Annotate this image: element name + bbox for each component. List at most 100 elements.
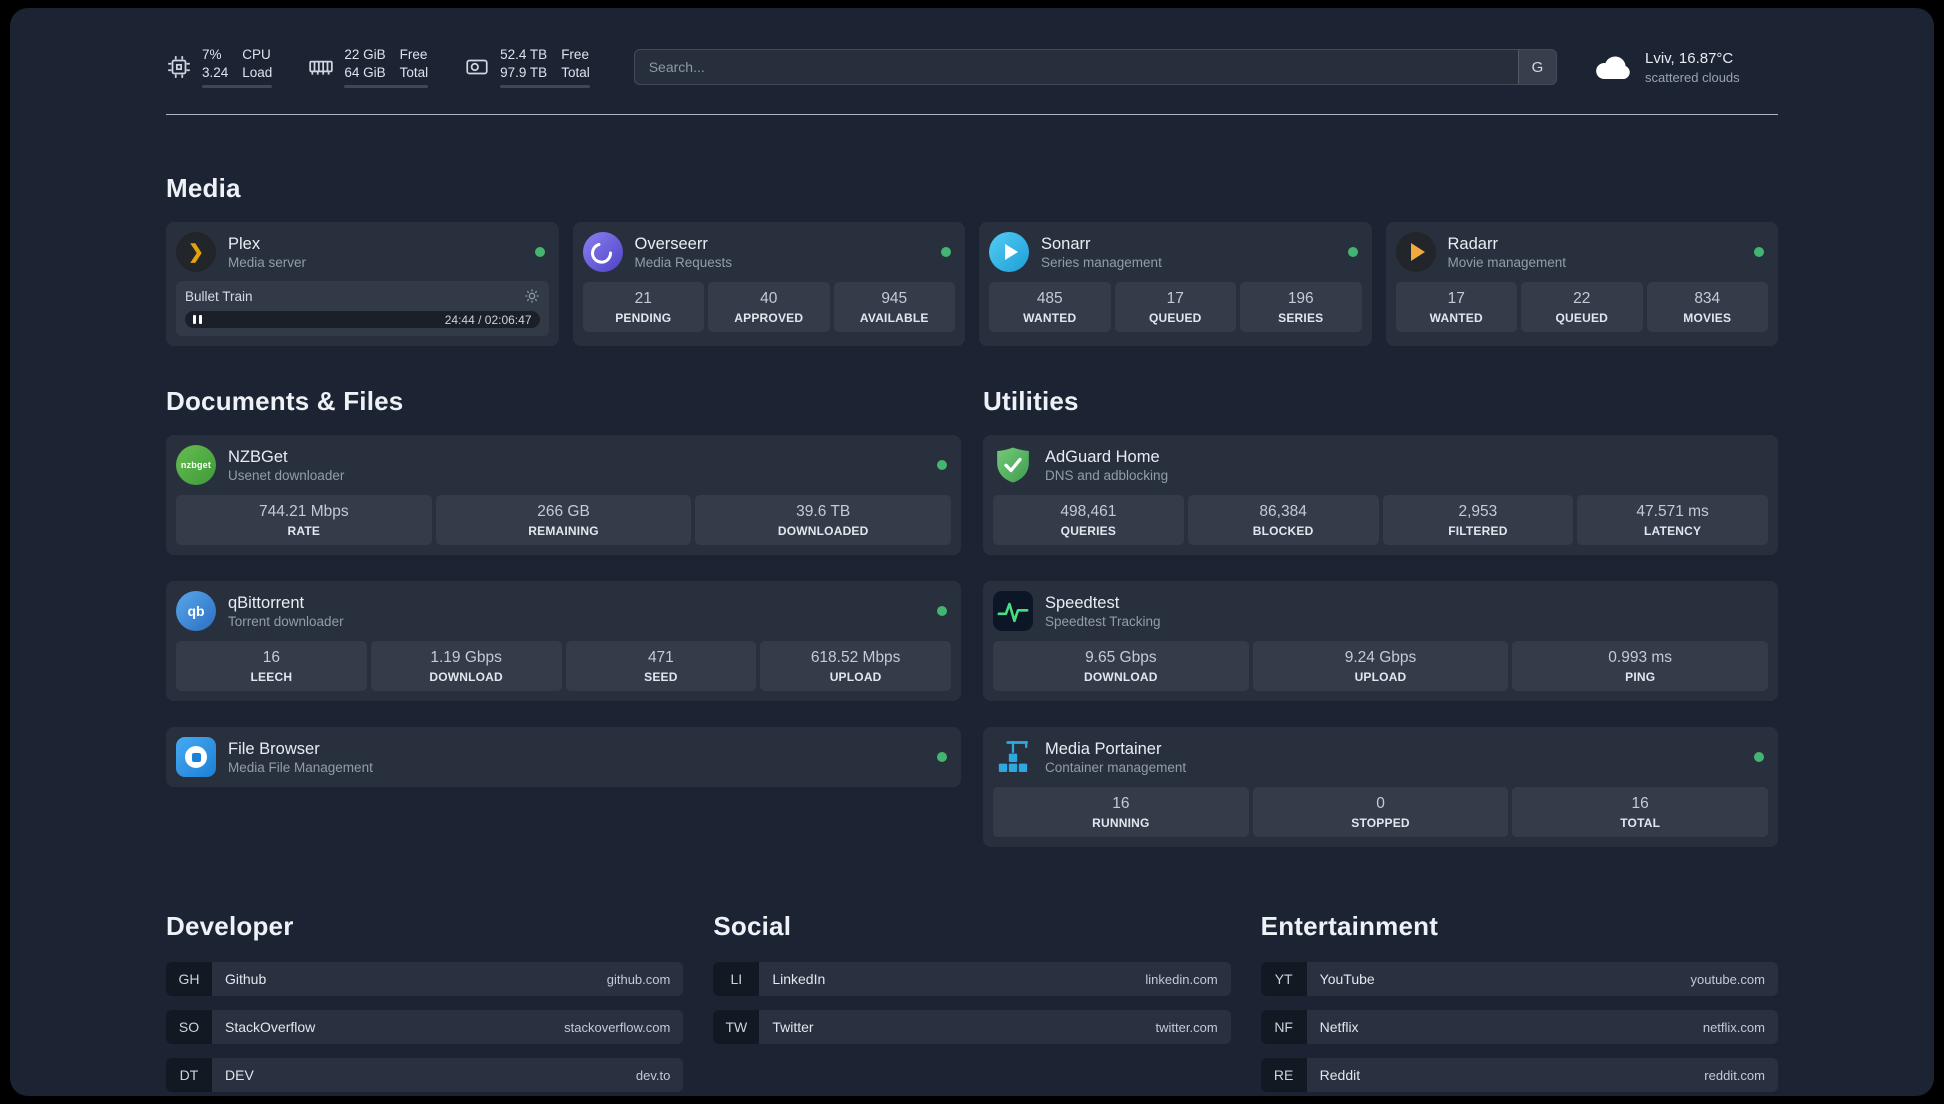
memory-icon (308, 54, 334, 80)
section-title-documents: Documents & Files (166, 386, 404, 417)
cpu-icon (166, 54, 192, 80)
bookmarks-social: Social LI LinkedIn linkedin.com TW Twitt… (713, 911, 1231, 1096)
stat-tile: 618.52 Mbps UPLOAD (760, 641, 951, 692)
bookmark-github[interactable]: GH Github github.com (166, 962, 684, 997)
service-name: Radarr (1447, 235, 1498, 254)
stat-tile: 9.24 Gbps UPLOAD (1252, 641, 1509, 692)
dashboard: 7% 3.24 CPU Load (10, 8, 1934, 1096)
section-title-utilities: Utilities (983, 386, 1079, 417)
plex-icon: ❯ (176, 232, 216, 273)
header-divider (166, 114, 1778, 116)
section-title-developer: Developer (166, 911, 294, 942)
service-desc: Media server (228, 254, 307, 270)
bookmark-twitter[interactable]: TW Twitter twitter.com (713, 1010, 1231, 1045)
service-name: Speedtest (1045, 594, 1120, 613)
cloud-icon (1593, 53, 1633, 81)
playback-progress-bar[interactable]: 24:44 / 02:06:47 (185, 311, 540, 329)
bookmark-dev[interactable]: DT DEV dev.to (166, 1058, 684, 1093)
stat-tile: 834 MOVIES (1646, 282, 1768, 333)
utilities-column: Utilities (983, 386, 1778, 848)
adguard-icon (993, 445, 1033, 485)
speedtest-card[interactable]: Speedtest Speedtest Tracking 9.65 Gbps D… (983, 581, 1778, 702)
sonarr-icon (989, 232, 1029, 273)
weather-location: Lviv, 16.87°C (1645, 50, 1734, 68)
stat-tile: 0.993 ms PING (1512, 641, 1769, 692)
stat-tile: 485 WANTED (989, 282, 1111, 333)
bookmark-stackoverflow[interactable]: SO StackOverflow stackoverflow.com (166, 1010, 684, 1045)
stat-tile: 16 LEECH (176, 641, 367, 692)
nzbget-icon: nzbget (176, 445, 216, 486)
section-title-entertainment: Entertainment (1260, 911, 1439, 942)
qbittorrent-icon: qb (176, 591, 216, 632)
stat-tile: 9.65 Gbps DOWNLOAD (993, 641, 1249, 692)
stat-tile: 22 QUEUED (1521, 282, 1643, 333)
service-desc: Usenet downloader (228, 467, 345, 483)
bookmarks-entertainment: Entertainment YT YouTube youtube.com NF … (1260, 911, 1778, 1096)
stat-tile: 86,384 BLOCKED (1187, 495, 1379, 546)
overseerr-card[interactable]: Overseerr Media Requests 21 PENDING 40 A… (572, 222, 965, 347)
service-desc: Speedtest Tracking (1045, 613, 1161, 629)
disk-icon (464, 54, 490, 80)
memory-progress-bar (344, 85, 429, 89)
stat-tile: 40 APPROVED (708, 282, 830, 333)
status-dot (534, 247, 545, 258)
portainer-icon (993, 737, 1033, 777)
bookmark-reddit[interactable]: RE Reddit reddit.com (1260, 1058, 1778, 1093)
stat-tile: 744.21 Mbps RATE (176, 495, 432, 546)
search-input[interactable] (634, 50, 1518, 85)
service-name: AdGuard Home (1045, 448, 1160, 467)
memory-free-label: Free (399, 47, 428, 62)
now-playing-title: Bullet Train (185, 288, 253, 304)
disk-free-label: Free (561, 47, 589, 62)
search-bar: G (633, 49, 1557, 86)
service-desc: Series management (1041, 254, 1162, 270)
bookmark-linkedin[interactable]: LI LinkedIn linkedin.com (713, 962, 1231, 997)
weather-condition: scattered clouds (1645, 69, 1740, 85)
stat-tile: 17 QUEUED (1114, 282, 1236, 333)
adguard-card[interactable]: AdGuard Home DNS and adblocking 498,461 … (983, 435, 1778, 556)
filebrowser-icon (176, 737, 216, 778)
status-dot (937, 752, 947, 763)
sonarr-card[interactable]: Sonarr Series management 485 WANTED 17 Q… (979, 222, 1372, 347)
memory-total-value: 64 GiB (344, 64, 386, 80)
stat-tile: 16 RUNNING (993, 787, 1249, 838)
cpu-widget: 7% 3.24 CPU Load (166, 46, 273, 89)
stat-tile: 39.6 TB DOWNLOADED (695, 495, 952, 546)
status-dot (941, 247, 951, 258)
stat-tile: 266 GB REMAINING (435, 495, 692, 546)
status-dot (1754, 752, 1764, 763)
qbittorrent-card[interactable]: qb qBittorrent Torrent downloader 16 LEE… (166, 581, 961, 702)
service-name: File Browser (228, 740, 320, 759)
service-name: Media Portainer (1045, 740, 1162, 759)
cpu-load-value: 3.24 (202, 64, 229, 80)
gear-icon[interactable] (524, 288, 540, 304)
section-title-media: Media (166, 173, 241, 204)
stat-tile: 21 PENDING (582, 282, 704, 333)
stat-tile: 945 AVAILABLE (833, 282, 955, 333)
radarr-card[interactable]: Radarr Movie management 17 WANTED 22 QUE… (1385, 222, 1778, 347)
bookmark-youtube[interactable]: YT YouTube youtube.com (1260, 962, 1778, 997)
nzbget-card[interactable]: nzbget NZBGet Usenet downloader 744.21 M… (166, 435, 961, 556)
memory-total-label: Total (399, 64, 429, 80)
stat-tile: 0 STOPPED (1252, 787, 1509, 838)
filebrowser-card[interactable]: File Browser Media File Management (166, 727, 961, 788)
bookmark-netflix[interactable]: NF Netflix netflix.com (1260, 1010, 1778, 1045)
cpu-load-label: Load (242, 64, 273, 80)
top-bar: 7% 3.24 CPU Load (166, 46, 1778, 89)
plex-card[interactable]: ❯ Plex Media server Bullet Train (166, 222, 559, 347)
stat-tile: 498,461 QUERIES (993, 495, 1184, 546)
cpu-usage-value: 7% (202, 47, 222, 62)
portainer-card[interactable]: Media Portainer Container management 16 … (983, 727, 1778, 848)
cpu-usage-label: CPU (242, 47, 271, 62)
service-desc: DNS and adblocking (1045, 467, 1169, 483)
overseerr-icon (582, 232, 623, 273)
pause-icon[interactable] (193, 315, 202, 325)
stat-tile: 47.571 ms LATENCY (1577, 495, 1768, 546)
media-grid: ❯ Plex Media server Bullet Train (166, 222, 1778, 347)
bookmarks-developer: Developer GH Github github.com SO StackO… (166, 911, 684, 1096)
status-dot (937, 460, 947, 471)
search-engine-button[interactable]: G (1518, 50, 1556, 85)
disk-total-value: 97.9 TB (500, 64, 548, 80)
weather-widget: Lviv, 16.87°C scattered clouds (1593, 49, 1778, 85)
stat-tile: 16 TOTAL (1512, 787, 1769, 838)
